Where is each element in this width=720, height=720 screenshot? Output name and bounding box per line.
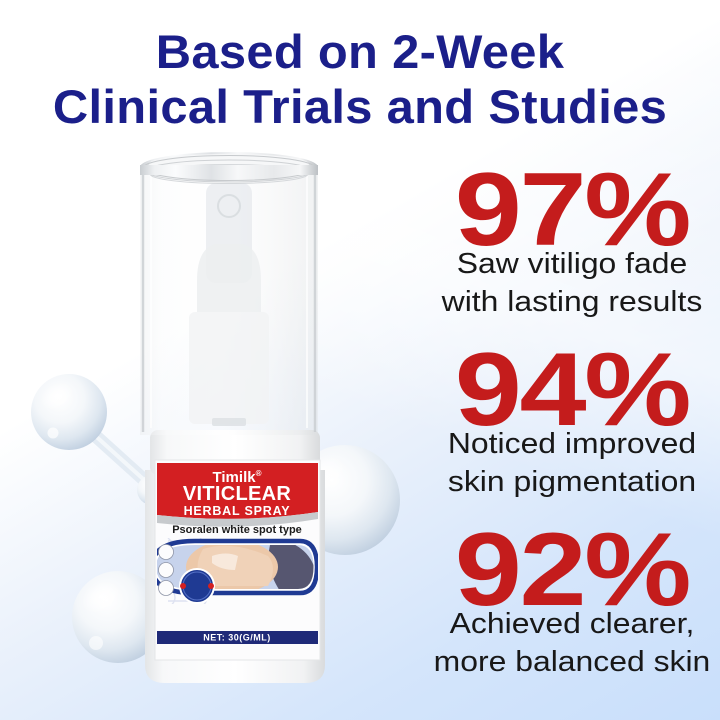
svg-text:NET: 30(G/ML): NET: 30(G/ML) <box>203 633 271 643</box>
svg-text:Psoralen white spot type: Psoralen white spot type <box>172 524 302 536</box>
svg-text:HERBAL SPRAY: HERBAL SPRAY <box>184 504 291 518</box>
svg-text:VITICLEAR: VITICLEAR <box>183 483 292 505</box>
